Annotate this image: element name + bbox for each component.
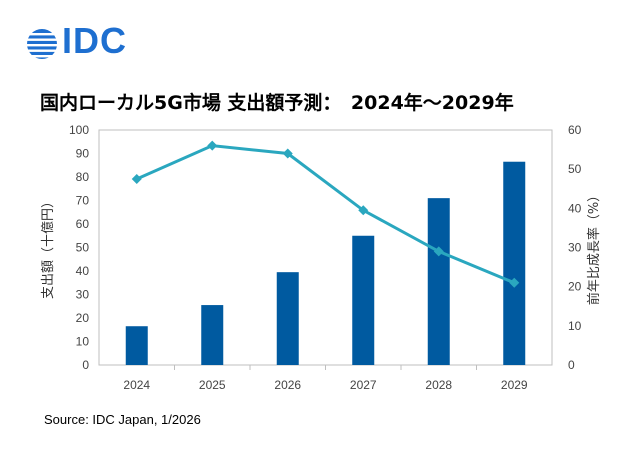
line-series bbox=[131, 140, 520, 288]
x-tick-label: 2028 bbox=[425, 378, 452, 392]
bar-series bbox=[125, 161, 526, 365]
chart-title: 国内ローカル5G市場 支出額予測： 2024年～2029年 bbox=[40, 92, 514, 114]
line-point-marker bbox=[207, 140, 218, 151]
left-tick-label: 70 bbox=[76, 194, 90, 208]
x-axis-ticks: 2024 2025 2026 2027 2028 2029 bbox=[123, 365, 528, 392]
left-tick-label: 50 bbox=[76, 241, 90, 255]
left-tick-label: 90 bbox=[76, 147, 90, 161]
left-axis-ticks: 0 10 20 30 40 50 60 70 80 90 100 bbox=[69, 123, 89, 372]
line-point-marker bbox=[433, 246, 444, 257]
source-note: Source: IDC Japan, 1/2026 bbox=[44, 412, 201, 427]
left-tick-label: 30 bbox=[76, 288, 90, 302]
idc-logo bbox=[25, 29, 59, 59]
x-tick-label: 2025 bbox=[199, 378, 226, 392]
bar bbox=[503, 161, 526, 365]
bar bbox=[352, 235, 375, 365]
left-tick-label: 100 bbox=[69, 123, 89, 137]
x-tick-label: 2026 bbox=[274, 378, 301, 392]
line-point-marker bbox=[282, 148, 293, 159]
right-tick-label: 20 bbox=[568, 280, 582, 294]
left-tick-label: 0 bbox=[82, 358, 89, 372]
right-axis-title: 前年比成長率（%） bbox=[586, 189, 602, 305]
left-tick-label: 80 bbox=[76, 170, 90, 184]
line-point-marker bbox=[358, 205, 369, 216]
logo-wordmark: IDC bbox=[62, 20, 127, 61]
right-tick-label: 10 bbox=[568, 319, 582, 333]
bar bbox=[427, 198, 450, 365]
right-tick-label: 40 bbox=[568, 201, 582, 215]
line-point-marker bbox=[509, 277, 520, 288]
right-axis-ticks: 0 10 20 30 40 50 60 bbox=[568, 123, 582, 372]
x-tick-label: 2024 bbox=[123, 378, 150, 392]
left-tick-label: 40 bbox=[76, 264, 90, 278]
growth-line bbox=[136, 144, 515, 285]
bar bbox=[125, 326, 148, 365]
x-tick-label: 2029 bbox=[501, 378, 528, 392]
line-point-marker bbox=[131, 173, 142, 184]
left-tick-label: 10 bbox=[76, 335, 90, 349]
right-tick-label: 30 bbox=[568, 241, 582, 255]
bar bbox=[201, 305, 224, 365]
x-tick-label: 2027 bbox=[350, 378, 377, 392]
left-tick-label: 20 bbox=[76, 311, 90, 325]
right-tick-label: 0 bbox=[568, 358, 575, 372]
right-tick-label: 50 bbox=[568, 162, 582, 176]
left-tick-label: 60 bbox=[76, 217, 90, 231]
right-tick-label: 60 bbox=[568, 123, 582, 137]
bar bbox=[276, 272, 299, 365]
left-axis-title: 支出額（十億円） bbox=[40, 195, 56, 299]
